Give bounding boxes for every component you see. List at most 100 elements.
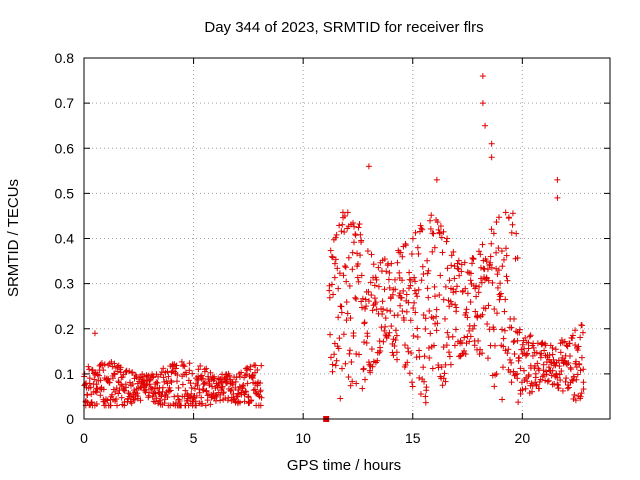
- data-point: [421, 353, 428, 360]
- data-point: [477, 251, 484, 258]
- data-point: [436, 230, 443, 237]
- data-point: [417, 222, 424, 229]
- data-point: [578, 354, 585, 361]
- data-point: [382, 332, 389, 339]
- data-point: [399, 277, 406, 284]
- data-point: [435, 226, 442, 233]
- data-point: [577, 393, 584, 400]
- data-point: [498, 326, 505, 333]
- data-point: [509, 221, 516, 228]
- data-point: [394, 312, 401, 319]
- data-point: [407, 282, 414, 289]
- data-point: [501, 308, 508, 315]
- data-point: [513, 230, 520, 237]
- data-point: [396, 290, 403, 297]
- data-point: [381, 256, 388, 263]
- data-point: [532, 370, 539, 377]
- data-point: [86, 375, 93, 382]
- data-point: [391, 276, 398, 283]
- data-point: [407, 317, 414, 324]
- data-point: [534, 360, 541, 367]
- data-point: [386, 269, 393, 276]
- data-point: [152, 398, 159, 405]
- data-point: [207, 401, 214, 408]
- data-point: [244, 380, 251, 387]
- data-point: [437, 223, 444, 230]
- data-point: [476, 283, 483, 290]
- data-point: [328, 281, 335, 288]
- data-point: [149, 374, 156, 381]
- data-point: [359, 295, 366, 302]
- data-point: [467, 298, 474, 305]
- x-axis-label: GPS time / hours: [287, 457, 401, 474]
- data-point: [580, 379, 587, 386]
- data-point: [97, 377, 104, 384]
- data-point: [533, 349, 540, 356]
- data-point: [416, 353, 423, 360]
- data-point: [360, 365, 367, 372]
- data-point: [462, 285, 469, 292]
- data-point: [569, 377, 576, 384]
- data-point: [451, 275, 458, 282]
- data-point: [487, 259, 494, 266]
- data-point: [394, 259, 401, 266]
- data-point: [186, 360, 193, 367]
- data-point: [525, 339, 532, 346]
- data-point: [574, 371, 581, 378]
- data-point: [338, 309, 345, 316]
- data-point: [442, 378, 449, 385]
- data-point: [517, 390, 524, 397]
- data-point: [427, 217, 434, 224]
- data-point: [349, 378, 356, 385]
- data-point: [493, 265, 500, 272]
- data-point: [332, 362, 339, 369]
- data-point: [217, 397, 224, 404]
- data-point: [111, 360, 118, 367]
- data-point: [247, 363, 254, 370]
- data-point: [248, 397, 255, 404]
- data-point: [458, 268, 465, 275]
- data-point: [574, 347, 581, 354]
- data-point: [167, 402, 174, 409]
- data-point: [468, 270, 475, 277]
- data-point: [580, 386, 587, 393]
- data-point: [509, 210, 516, 217]
- data-point: [478, 279, 485, 286]
- data-point: [479, 100, 486, 107]
- data-point: [194, 382, 201, 389]
- data-point: [337, 395, 344, 402]
- data-point: [554, 176, 561, 183]
- data-point: [431, 283, 438, 290]
- data-point: [569, 335, 576, 342]
- data-point: [499, 263, 506, 270]
- data-point: [379, 298, 386, 305]
- data-point: [434, 320, 441, 327]
- data-point: [438, 234, 445, 241]
- data-point: [580, 366, 587, 373]
- data-point: [192, 385, 199, 392]
- data-point: [447, 298, 454, 305]
- data-point: [81, 381, 88, 388]
- data-point: [109, 375, 116, 382]
- data-point: [497, 290, 504, 297]
- data-point: [477, 275, 484, 282]
- data-point: [88, 399, 95, 406]
- data-point: [363, 303, 370, 310]
- data-point: [174, 371, 181, 378]
- data-point: [392, 286, 399, 293]
- data-point: [505, 215, 512, 222]
- data-point: [354, 274, 361, 281]
- data-point: [349, 266, 356, 273]
- data-point: [234, 390, 241, 397]
- data-point: [548, 372, 555, 379]
- data-point: [412, 309, 419, 316]
- data-point: [372, 274, 379, 281]
- data-point: [414, 244, 421, 251]
- data-point: [154, 379, 161, 386]
- data-point: [427, 225, 434, 232]
- data-point: [411, 287, 418, 294]
- data-points: [81, 73, 587, 422]
- data-point: [355, 278, 362, 285]
- data-point: [100, 386, 107, 393]
- data-point: [573, 376, 580, 383]
